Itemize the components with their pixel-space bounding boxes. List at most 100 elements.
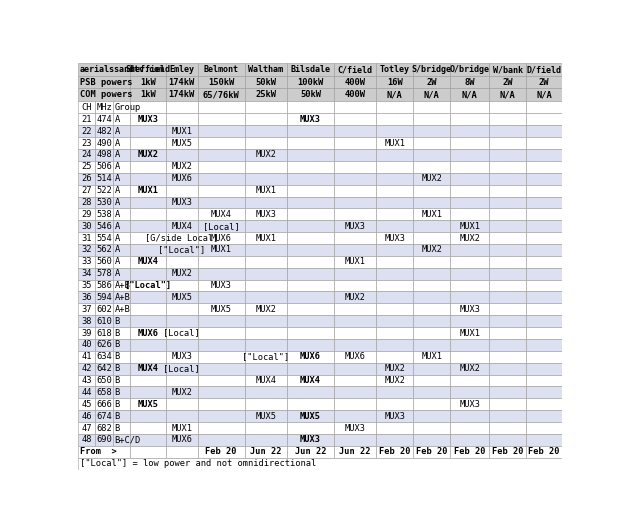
Bar [489, 304, 526, 315]
Bar [413, 386, 451, 398]
Bar [334, 363, 376, 374]
Text: A: A [114, 115, 120, 124]
Text: MUX4: MUX4 [137, 257, 158, 266]
Text: 618: 618 [96, 328, 112, 337]
Bar [413, 268, 451, 280]
Bar [451, 410, 489, 422]
Bar [245, 244, 287, 256]
Bar [78, 280, 95, 291]
Bar [198, 339, 245, 351]
Text: MUX1: MUX1 [384, 139, 405, 148]
Bar [78, 125, 95, 137]
Bar [130, 63, 165, 76]
Bar [165, 386, 198, 398]
Text: 42: 42 [82, 364, 92, 373]
Bar [78, 114, 95, 125]
Text: 37: 37 [82, 305, 92, 314]
Bar [287, 422, 334, 434]
Bar [376, 173, 413, 185]
Bar [113, 434, 130, 446]
Bar [245, 101, 287, 114]
Text: MUX5: MUX5 [137, 400, 158, 409]
Text: MUX3: MUX3 [344, 222, 366, 231]
Bar [245, 315, 287, 327]
Bar [526, 173, 562, 185]
Text: 46: 46 [82, 412, 92, 421]
Bar [287, 149, 334, 161]
Bar [130, 410, 165, 422]
Bar [413, 161, 451, 173]
Text: MUX3: MUX3 [459, 305, 480, 314]
Text: MUX3: MUX3 [137, 115, 158, 124]
Bar [245, 220, 287, 232]
Bar [451, 63, 489, 76]
Bar [130, 339, 165, 351]
Bar [95, 161, 113, 173]
Bar [526, 398, 562, 410]
Text: 33: 33 [82, 257, 92, 266]
Bar [376, 374, 413, 386]
Text: COM powers: COM powers [79, 90, 132, 99]
Bar [95, 173, 113, 185]
Bar [376, 244, 413, 256]
Bar [95, 315, 113, 327]
Bar [376, 209, 413, 220]
Text: MUX1: MUX1 [459, 328, 480, 337]
Bar [413, 374, 451, 386]
Bar [78, 196, 95, 209]
Bar [489, 63, 526, 76]
Bar [526, 114, 562, 125]
Text: A+B: A+B [114, 293, 130, 302]
Bar [245, 196, 287, 209]
Bar [526, 291, 562, 304]
Bar [413, 339, 451, 351]
Bar [113, 173, 130, 185]
Bar [165, 280, 198, 291]
Bar [376, 76, 413, 88]
Bar [287, 161, 334, 173]
Text: Jun 22: Jun 22 [295, 447, 326, 456]
Bar [489, 173, 526, 185]
Text: D/field: D/field [527, 65, 562, 74]
Bar [376, 161, 413, 173]
Bar [113, 149, 130, 161]
Bar [287, 398, 334, 410]
Bar [526, 137, 562, 149]
Text: MUX1: MUX1 [137, 186, 158, 195]
Bar [376, 422, 413, 434]
Bar [198, 351, 245, 363]
Bar [113, 125, 130, 137]
Bar [526, 196, 562, 209]
Text: 48: 48 [82, 436, 92, 445]
Bar [113, 327, 130, 339]
Bar [413, 410, 451, 422]
Bar [78, 232, 95, 244]
Bar [413, 291, 451, 304]
Bar [78, 458, 562, 470]
Bar [287, 173, 334, 185]
Bar [489, 149, 526, 161]
Bar [451, 304, 489, 315]
Bar [165, 339, 198, 351]
Bar [287, 232, 334, 244]
Bar [489, 137, 526, 149]
Bar [95, 196, 113, 209]
Text: 690: 690 [96, 436, 112, 445]
Text: A: A [114, 257, 120, 266]
Bar [130, 280, 165, 291]
Bar [451, 137, 489, 149]
Bar [95, 422, 113, 434]
Bar [130, 315, 165, 327]
Text: MUX6: MUX6 [211, 233, 232, 242]
Bar [113, 185, 130, 196]
Bar [165, 256, 198, 268]
Bar [376, 291, 413, 304]
Text: Sheffield: Sheffield [125, 65, 170, 74]
Text: Feb 20: Feb 20 [492, 447, 524, 456]
Text: From  >: From > [79, 447, 116, 456]
Bar [376, 398, 413, 410]
Bar [451, 149, 489, 161]
Text: MUX1: MUX1 [171, 127, 192, 136]
Bar [376, 304, 413, 315]
Bar [413, 351, 451, 363]
